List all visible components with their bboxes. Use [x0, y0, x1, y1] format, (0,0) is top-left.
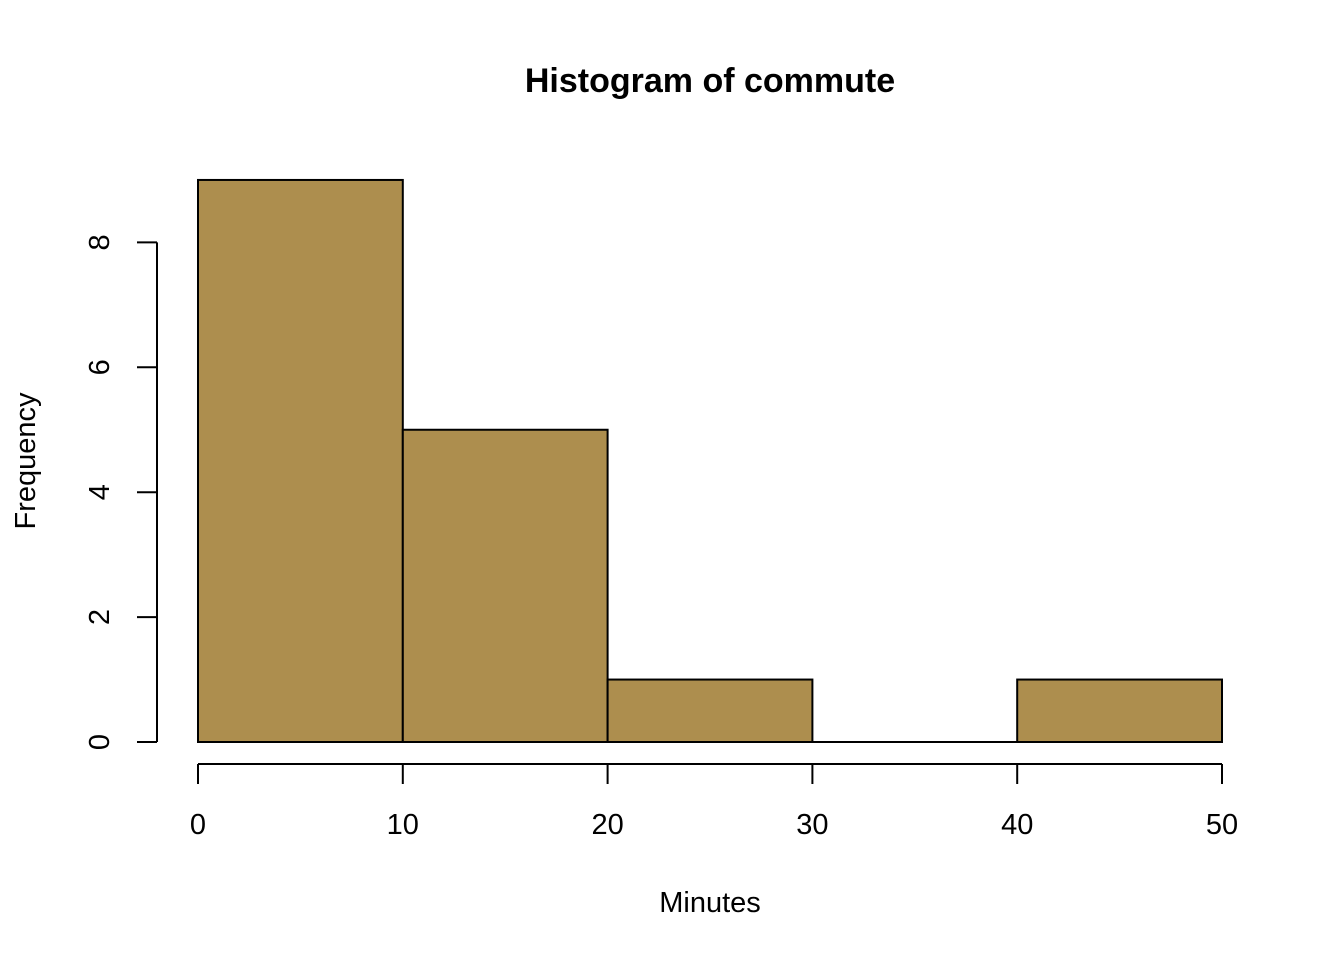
histogram-bar [1016, 678, 1224, 743]
x-axis: 0 10 20 30 40 50 [190, 763, 1238, 841]
y-axis: 0 2 4 6 8 [84, 234, 158, 750]
histogram-bar [606, 678, 814, 743]
x-tick-label: 50 [1206, 809, 1238, 841]
x-tick-label: 0 [190, 809, 206, 841]
y-axis-label: Frequency [10, 392, 42, 530]
x-tick-label: 10 [387, 809, 419, 841]
y-tick-label: 6 [84, 359, 116, 375]
histogram-bar [197, 178, 404, 743]
bars-group [197, 178, 1224, 743]
y-tick-label: 2 [84, 609, 116, 625]
x-tick-label: 30 [796, 809, 828, 841]
y-tick-label: 8 [84, 234, 116, 250]
chart-title: Histogram of commute [525, 62, 895, 100]
histogram-bar [401, 428, 609, 743]
x-tick-label: 20 [591, 809, 623, 841]
y-tick-label: 0 [84, 734, 116, 750]
x-axis-label: Minutes [659, 887, 761, 919]
y-tick-label: 4 [84, 484, 116, 500]
x-tick-label: 40 [1001, 809, 1033, 841]
